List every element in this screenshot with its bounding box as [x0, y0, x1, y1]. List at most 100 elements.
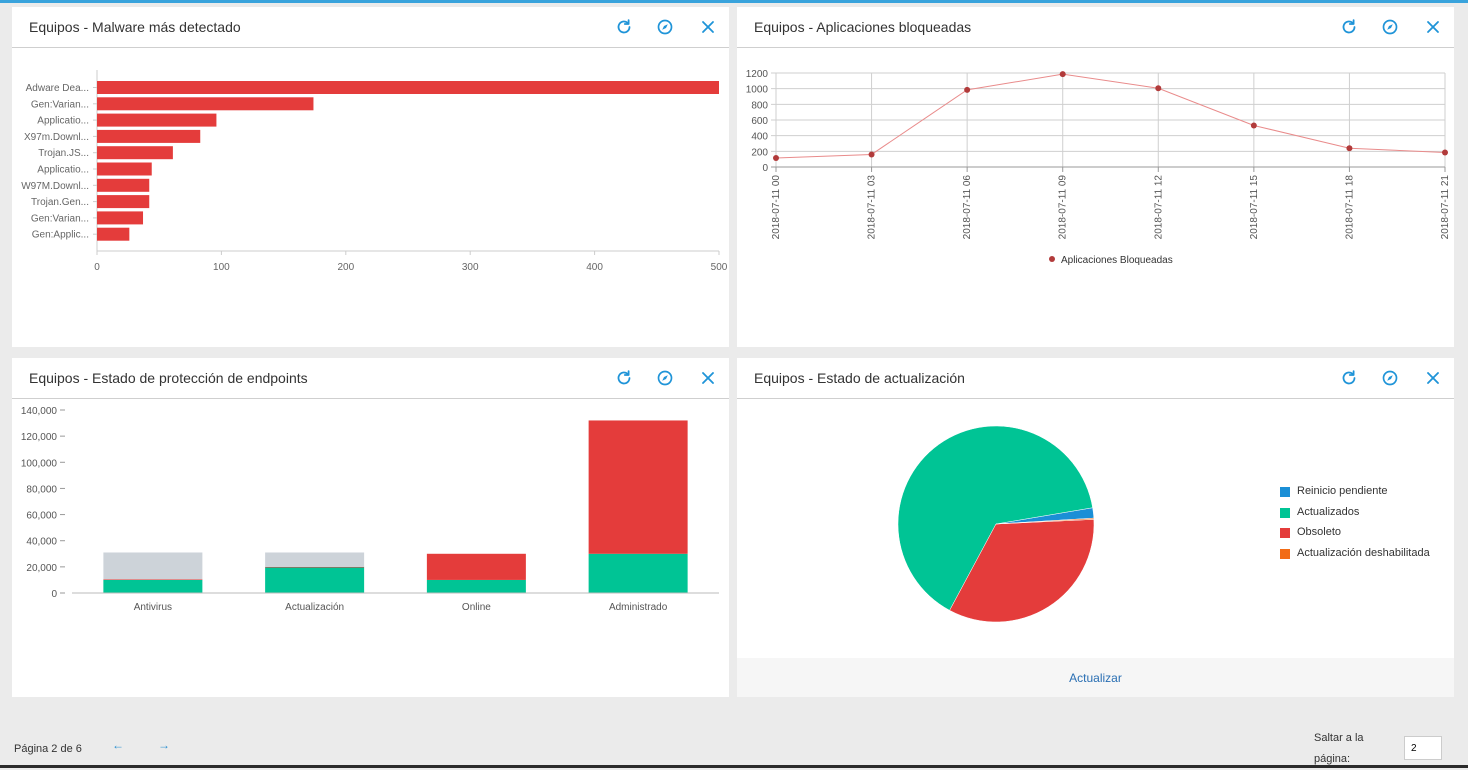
y-tick-label: 60,000: [26, 511, 57, 522]
pagination-bar: Página 2 de 6 ← → Saltar a la página:: [0, 700, 1468, 768]
legend-swatch: [1280, 507, 1290, 518]
refresh-icon[interactable]: [615, 369, 633, 387]
y-tick-label: 120,000: [21, 432, 58, 443]
protection-panel: Equipos - Estado de protección de endpoi…: [12, 358, 729, 697]
data-point: [1442, 149, 1448, 156]
close-icon[interactable]: [1424, 369, 1442, 387]
legend-marker: [1049, 256, 1055, 262]
y-tick-label: 800: [751, 100, 768, 111]
bottom-strip: [0, 765, 1468, 768]
panel-title: Equipos - Malware más detectado: [29, 19, 241, 35]
bar: [97, 162, 152, 176]
category-label: Online: [462, 602, 491, 613]
compass-icon[interactable]: [656, 18, 674, 36]
close-icon[interactable]: [699, 369, 717, 387]
malware-bar-chart: Adware Dea... Gen:Varian... Applicatio... X…: [21, 70, 728, 273]
jump-to-page-input[interactable]: [1404, 736, 1442, 760]
compass-icon[interactable]: [656, 369, 674, 387]
close-icon[interactable]: [1424, 18, 1442, 36]
bar: [97, 178, 150, 192]
malware-panel: Equipos - Malware más detectado Adware D…: [12, 7, 729, 347]
compass-icon[interactable]: [1381, 369, 1399, 387]
series-line: [775, 73, 1446, 159]
category-label: Adware Dea...: [26, 83, 89, 94]
x-tick-label: 2018-07-11 12: [1153, 175, 1164, 240]
arrow-right-icon[interactable]: →: [158, 738, 170, 752]
data-point: [1250, 122, 1257, 129]
bar: [97, 129, 201, 143]
panel-footer: Actualizar: [737, 658, 1454, 697]
category-label: Antivirus: [134, 602, 172, 613]
top-accent-line: [0, 0, 1468, 3]
y-tick-label: 80,000: [26, 484, 57, 495]
refresh-icon[interactable]: [615, 18, 633, 36]
category-label: Applicatio...: [37, 116, 89, 127]
panel-title: Equipos - Estado de actualización: [754, 370, 965, 386]
data-point: [1155, 85, 1162, 92]
y-tick-label: 200: [751, 147, 768, 158]
category-label: Actualización: [285, 602, 344, 613]
y-tick-label: 400: [751, 132, 768, 143]
update-link[interactable]: Actualizar: [1069, 671, 1122, 685]
y-tick-label: 20,000: [26, 563, 57, 574]
update-status-pie-chart: [897, 425, 1095, 623]
jump-to-page-label: Saltar a la página:: [1314, 732, 1364, 765]
protection-stacked-bar-chart: 0 20,000 40,000 60,000 80,000 100,000 120,000 1…: [21, 406, 719, 613]
category-label: Gen:Varian...: [31, 213, 89, 224]
x-tick-label: 2018-07-11 00: [771, 175, 782, 240]
close-icon[interactable]: [699, 18, 717, 36]
panel-title: Equipos - Aplicaciones bloqueadas: [754, 19, 972, 35]
legend-swatch: [1280, 487, 1290, 497]
category-label: Applicatio...: [37, 165, 89, 176]
legend-swatch: [1280, 528, 1290, 538]
data-point: [868, 151, 875, 158]
bar: [97, 195, 150, 209]
blocked-apps-panel: Equipos - Aplicaciones bloqueadas 0 200 40…: [737, 7, 1454, 347]
refresh-icon[interactable]: [1340, 18, 1358, 36]
legend-swatch: [1280, 548, 1290, 559]
update-status-panel: Equipos - Estado de actualización Reinic…: [737, 358, 1454, 697]
x-tick-label: 100: [213, 262, 230, 273]
bar-segment: [103, 579, 203, 593]
x-tick-label: 400: [586, 262, 603, 273]
bar: [97, 211, 144, 225]
x-tick-label: 0: [94, 262, 100, 273]
panel-header: Equipos - Estado de actualización: [737, 358, 1454, 399]
x-tick-label: 2018-07-11 06: [962, 175, 973, 240]
bar-segment: [103, 579, 203, 580]
bar: [97, 97, 314, 111]
x-tick-label: 300: [462, 262, 479, 273]
y-tick-label: 140,000: [21, 406, 58, 417]
y-tick-label: 1200: [746, 69, 769, 80]
compass-icon[interactable]: [1381, 18, 1399, 36]
blocked-apps-line-chart: 0 200 400 600 800 1000 1200 2018-07-11 00 2018-0…: [746, 69, 1451, 266]
category-label: Gen:Applic...: [32, 230, 89, 241]
arrow-left-icon[interactable]: ←: [112, 738, 124, 752]
x-tick-label: 2018-07-11 15: [1249, 175, 1260, 240]
pie-slice: [995, 517, 1095, 525]
x-tick-label: 2018-07-11 18: [1344, 175, 1355, 240]
y-tick-label: 40,000: [26, 537, 57, 548]
x-tick-label: 2018-07-11 09: [1058, 175, 1069, 240]
bar-segment: [426, 579, 526, 593]
panel-header: Equipos - Malware más detectado: [12, 7, 729, 48]
data-point: [964, 86, 971, 93]
data-point: [1346, 145, 1353, 152]
category-label: Gen:Varian...: [31, 99, 89, 110]
bar-segment: [426, 553, 526, 580]
x-tick-label: 200: [337, 262, 354, 273]
data-point: [1059, 71, 1066, 78]
legend-label: Actualización deshabilitada: [1297, 546, 1430, 559]
bar-segment: [103, 552, 203, 580]
category-label: Trojan.JS...: [38, 148, 89, 159]
legend-label: Actualizados: [1297, 505, 1360, 518]
bar: [97, 146, 173, 160]
bar: [97, 113, 217, 127]
panel-header: Equipos - Aplicaciones bloqueadas: [737, 7, 1454, 48]
refresh-icon[interactable]: [1340, 369, 1358, 387]
bar-segment: [588, 420, 688, 554]
bar-segment: [588, 553, 688, 593]
bar-segment: [265, 567, 365, 593]
legend-label: Aplicaciones Bloqueadas: [1061, 255, 1173, 266]
bar: [97, 81, 719, 94]
